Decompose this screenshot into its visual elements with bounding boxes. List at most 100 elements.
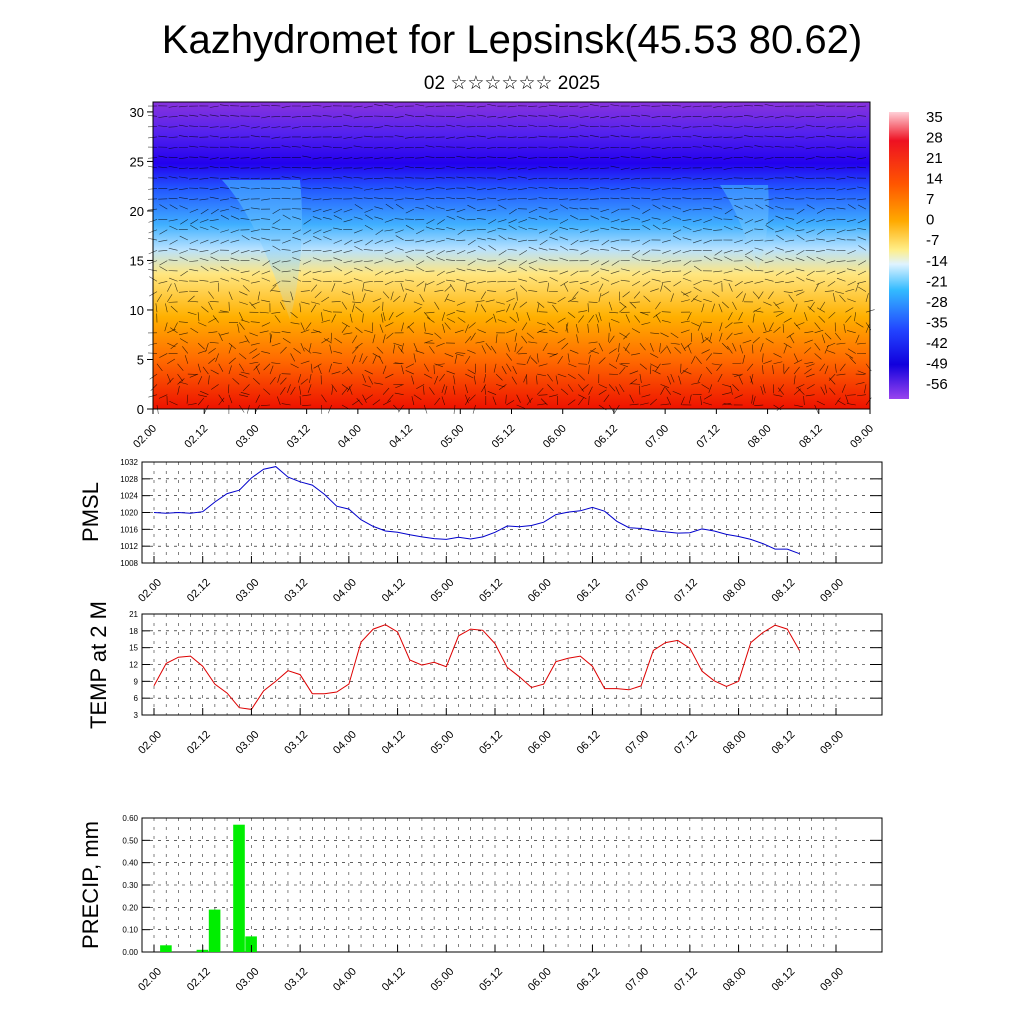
wind-barb <box>454 329 464 334</box>
x-tick-label: 06.12 <box>575 577 603 605</box>
wind-barb <box>449 283 456 292</box>
wind-barb <box>660 386 666 395</box>
wind-barb <box>419 293 425 303</box>
wind-barb <box>743 177 753 180</box>
wind-barb <box>300 378 309 385</box>
wind-barb <box>434 363 444 368</box>
wind-barb <box>456 136 466 139</box>
wind-barb <box>239 301 248 305</box>
wind-barb <box>618 343 620 353</box>
wind-barb <box>608 322 611 332</box>
wind-barb <box>310 304 317 313</box>
wind-barb <box>261 218 271 220</box>
wind-barb <box>404 165 414 169</box>
y-tick-label: 0.50 <box>122 836 138 845</box>
wind-barb <box>610 197 620 200</box>
wind-barb <box>404 186 414 189</box>
wind-barb <box>411 396 415 406</box>
wind-barb <box>189 177 199 180</box>
wind-barb <box>444 385 448 395</box>
x-tick-label: 04.00 <box>331 966 359 994</box>
wind-barb <box>261 177 271 180</box>
wind-barb <box>394 105 404 108</box>
wind-barb <box>155 303 158 313</box>
wind-barb <box>749 375 754 385</box>
wind-barb <box>384 157 394 159</box>
y-tick-label: 30 <box>130 105 144 120</box>
wind-barb <box>682 250 692 254</box>
wind-barb <box>466 280 476 284</box>
wind-barb <box>752 307 761 313</box>
wind-barb <box>587 303 589 313</box>
wind-barb <box>415 104 425 107</box>
wind-barb <box>641 187 651 189</box>
wind-barb <box>281 270 291 273</box>
wind-barb <box>364 214 373 220</box>
wind-barb <box>796 219 805 225</box>
wind-barb <box>754 126 764 129</box>
wind-barb <box>271 362 281 365</box>
wind-barb <box>600 216 610 220</box>
wind-barb <box>744 145 754 148</box>
wind-barb <box>600 208 610 212</box>
wind-barb <box>269 365 274 375</box>
precip-panel: 0.000.100.200.300.400.500.60 02.00 02.12 0… <box>78 814 883 994</box>
wind-barb <box>302 145 312 148</box>
wind-barb <box>394 135 404 138</box>
wind-barb <box>783 342 792 349</box>
wind-barb <box>589 146 599 149</box>
wind-barb <box>783 317 792 323</box>
wind-barb <box>281 300 291 303</box>
wind-barb <box>323 229 332 234</box>
wind-barb <box>464 396 470 406</box>
wind-barb <box>291 116 301 118</box>
wind-barb <box>445 188 456 190</box>
wind-barb <box>312 250 322 252</box>
wind-barb <box>328 363 332 373</box>
wind-barb <box>330 332 332 342</box>
wind-barb <box>828 373 836 381</box>
wind-barb <box>467 239 476 246</box>
wind-barb <box>497 187 507 189</box>
wind-barb <box>846 136 856 138</box>
wind-barb <box>836 207 846 210</box>
wind-barb <box>372 399 381 406</box>
wind-barb <box>238 322 245 330</box>
wind-barb <box>480 291 487 300</box>
wind-barb <box>526 355 531 364</box>
wind-barb <box>732 343 737 352</box>
wind-barb <box>363 188 373 191</box>
wind-barb <box>528 290 538 292</box>
wind-barb <box>856 125 867 127</box>
wind-barb <box>661 311 671 313</box>
wind-barb <box>662 205 671 210</box>
wind-barb <box>368 376 374 385</box>
wind-barb <box>364 329 373 334</box>
wind-barb <box>540 398 548 406</box>
wind-barb <box>528 124 538 127</box>
wind-barb <box>775 270 784 276</box>
wind-barb <box>331 283 336 292</box>
wind-barb <box>601 291 610 297</box>
wind-barb <box>600 146 610 150</box>
x-tick-label: 06.00 <box>526 966 554 994</box>
y-tick-label: 6 <box>134 694 139 703</box>
wind-barb <box>653 311 661 318</box>
wind-barb <box>670 293 674 302</box>
wind-barb <box>774 188 784 191</box>
wind-barb <box>642 281 651 287</box>
wind-barb <box>189 300 199 303</box>
wind-barb <box>713 124 723 127</box>
wind-barb <box>230 126 240 129</box>
wind-barb <box>536 303 540 313</box>
wind-barb <box>187 403 197 406</box>
wind-barb <box>630 187 640 189</box>
wind-barb <box>805 136 815 139</box>
wind-barb <box>353 176 363 179</box>
wind-barb <box>168 219 178 222</box>
wind-barb <box>312 198 322 201</box>
wind-barb <box>404 114 414 117</box>
wind-barb <box>651 217 661 220</box>
wind-barb <box>290 322 300 325</box>
